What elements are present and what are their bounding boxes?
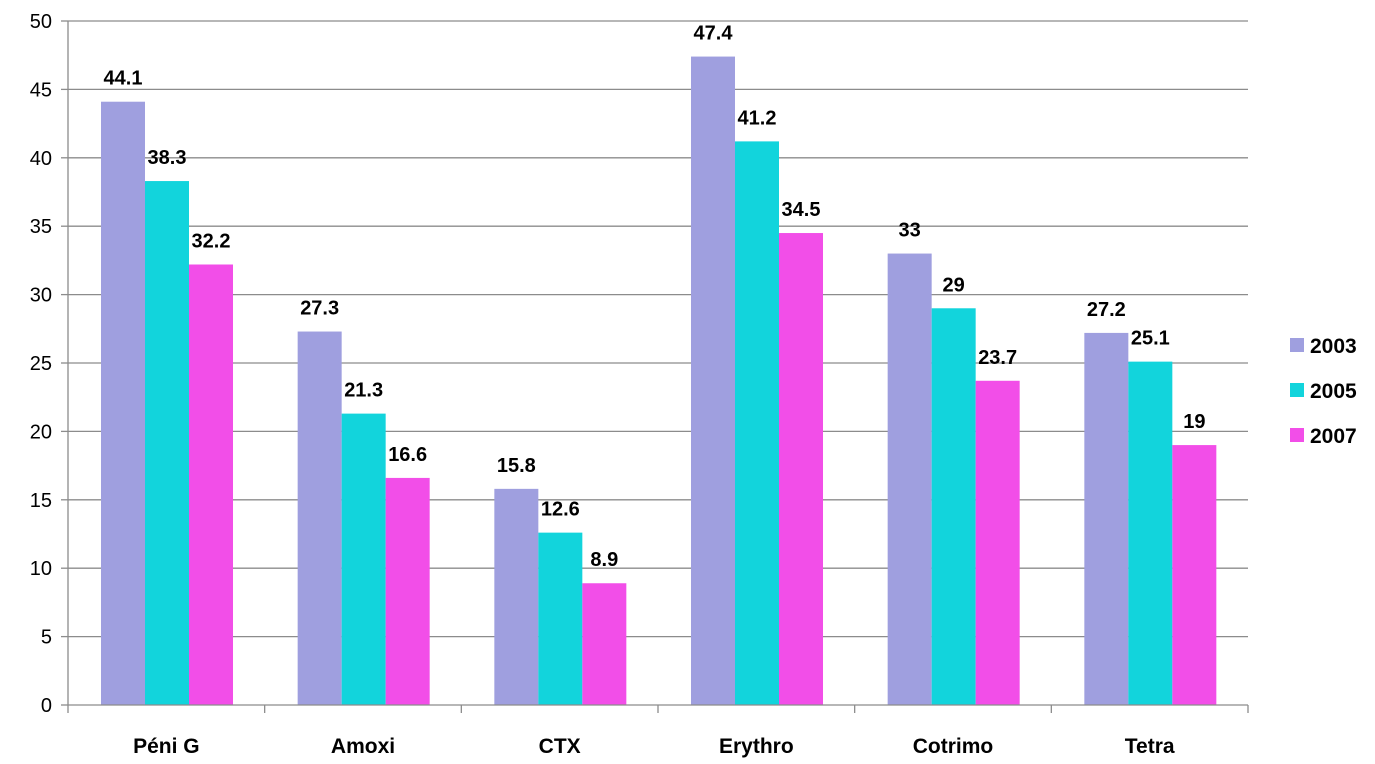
bar-ctx-2007 [582, 583, 627, 705]
y-tick-label-10: 10 [30, 558, 52, 580]
bar-cotrimo-2003 [887, 253, 932, 705]
data-label-amoxi-2007: 16.6 [388, 444, 427, 466]
data-label-tetra-2005: 25.1 [1131, 328, 1170, 350]
data-label-tetra-2007: 19 [1183, 411, 1205, 433]
data-label-erythro-2007: 34.5 [782, 199, 821, 221]
bar-ctx-2003 [494, 488, 539, 705]
data-label-peni-g-2007: 32.2 [192, 231, 231, 253]
bar-tetra-2005 [1128, 361, 1173, 705]
x-tick-label-tetra: Tetra [1125, 735, 1175, 758]
y-tick-label-50: 50 [30, 11, 52, 33]
bar-erythro-2007 [779, 233, 823, 706]
data-label-erythro-2005: 41.2 [738, 107, 777, 129]
data-label-cotrimo-2007: 23.7 [978, 347, 1017, 369]
data-label-ctx-2003: 15.8 [497, 455, 536, 477]
legend-label-2007: 2007 [1310, 425, 1357, 448]
legend-label-2003: 2003 [1310, 335, 1357, 358]
data-label-ctx-2007: 8.9 [590, 549, 618, 571]
bar-peni-g-2007 [189, 264, 233, 705]
x-tick-label-cotrimo: Cotrimo [913, 735, 994, 758]
y-tick-label-35: 35 [30, 216, 52, 238]
data-label-ctx-2005: 12.6 [541, 499, 580, 521]
y-tick-label-25: 25 [30, 353, 52, 375]
data-label-cotrimo-2003: 33 [899, 220, 921, 242]
legend-swatch-2003 [1290, 338, 1304, 352]
data-labels: 44.1 27.3 15.8 47.4 33 27.2 38.3 21.3 12.6 41.2 29… [104, 23, 1206, 572]
bar-cotrimo-2005 [931, 308, 976, 705]
bar-ctx-2005 [538, 532, 583, 705]
bar-amoxi-2005 [341, 413, 386, 705]
legend-swatch-2007 [1290, 428, 1304, 442]
bars [101, 56, 1217, 706]
y-tick-label-15: 15 [30, 490, 52, 512]
y-tick-label-45: 45 [30, 79, 52, 101]
data-label-amoxi-2005: 21.3 [344, 380, 383, 402]
y-tick-label-5: 5 [41, 627, 52, 649]
bar-amoxi-2007 [385, 477, 430, 705]
legend: 2003 2005 2007 [1290, 335, 1357, 448]
x-tick-label-ctx: CTX [539, 735, 581, 758]
legend-label-2005: 2005 [1310, 380, 1357, 403]
data-label-amoxi-2003: 27.3 [300, 298, 339, 320]
x-tick-label-peni-g: Péni G [133, 735, 200, 758]
x-tick-label-erythro: Erythro [719, 735, 794, 758]
data-label-tetra-2003: 27.2 [1087, 299, 1126, 321]
bar-peni-g-2005 [145, 181, 189, 705]
y-tick-label-20: 20 [30, 421, 52, 443]
bar-peni-g-2003 [101, 101, 145, 706]
bar-erythro-2003 [691, 56, 735, 706]
data-label-peni-g-2005: 38.3 [148, 147, 187, 169]
data-label-peni-g-2003: 44.1 [104, 68, 143, 90]
bar-tetra-2003 [1084, 332, 1129, 705]
legend-swatch-2005 [1290, 383, 1304, 397]
bar-erythro-2005 [735, 141, 779, 705]
data-label-cotrimo-2005: 29 [943, 274, 965, 296]
x-tick-label-amoxi: Amoxi [331, 735, 395, 758]
y-tick-label-30: 30 [30, 285, 52, 307]
axes: 0 5 10 15 20 25 30 35 40 45 50 Péni G Amoxi CTX Erythr… [30, 11, 1249, 758]
y-tick-label-0: 0 [41, 695, 52, 717]
bar-tetra-2007 [1172, 445, 1217, 705]
bar-amoxi-2003 [297, 331, 342, 705]
bar-cotrimo-2007 [975, 380, 1020, 705]
data-label-erythro-2003: 47.4 [694, 23, 734, 45]
y-tick-label-40: 40 [30, 148, 52, 170]
grid-lines [68, 20, 1248, 638]
